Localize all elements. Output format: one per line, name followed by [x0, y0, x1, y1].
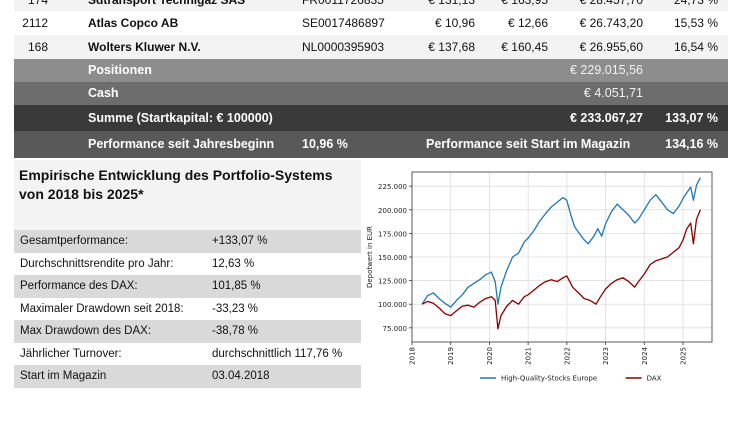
x-tick-label: 2021 — [525, 347, 533, 365]
total-percent: 133,07 % — [665, 111, 718, 125]
x-tick-label: 2020 — [486, 347, 494, 365]
y-axis-label: Depotwert in EUR — [366, 226, 374, 288]
stats-list: Gesamtperformance: +133,07 % Durchschnit… — [14, 230, 361, 388]
table-row: 174 Sdtransport Technigaz SAS FR00117268… — [14, 0, 728, 11]
total-label: Summe (Startkapital: € 100000) — [88, 111, 273, 125]
stat-row: Jährlicher Turnover: durchschnittlich 11… — [14, 342, 361, 365]
positions-label: Positionen — [88, 63, 152, 77]
perf-year-value: 10,96 % — [302, 137, 348, 151]
y-tick-label: 225.000 — [378, 183, 407, 191]
isin-cell: SE0017486897 — [302, 16, 385, 30]
table-row: 168 Wolters Kluwer N.V. NL0000395903 € 1… — [14, 35, 728, 59]
stat-label: Durchschnittsrendite pro Jahr: — [20, 257, 174, 270]
performance-cell: 24,73 % — [673, 0, 718, 7]
y-tick-label: 200.000 — [378, 207, 407, 215]
position-value-cell: € 28.457,70 — [579, 0, 643, 7]
performance-chart: 75.000 100.000 125.000 150.000 175.000 200.00… — [362, 162, 728, 390]
position-value-cell: € 26.743,20 — [579, 16, 643, 30]
stats-title: Empirische Entwicklung des Portfolio-Sys… — [14, 160, 361, 230]
stat-value: +133,07 % — [212, 235, 268, 247]
quantity-cell: 174 — [27, 0, 48, 7]
buy-price-cell: € 10,96 — [434, 16, 475, 30]
x-tick-label: 2025 — [679, 347, 687, 365]
stat-value: -33,23 % — [212, 302, 259, 315]
cash-row: Cash € 4.051,71 — [14, 82, 728, 105]
total-row: Summe (Startkapital: € 100000) € 233.067… — [14, 105, 728, 131]
y-tick-label: 100.000 — [378, 301, 407, 309]
position-value-cell: € 26.955,60 — [579, 40, 643, 54]
perf-start-value: 134,16 % — [665, 137, 718, 151]
stat-label: Max Drawdown des DAX: — [20, 325, 152, 337]
stat-row: Start im Magazin 03.04.2018 — [14, 365, 361, 388]
holdings-table: 174 Sdtransport Technigaz SAS FR00117268… — [14, 0, 728, 158]
stats-title-line2: von 2018 bis 2025* — [19, 186, 144, 202]
stat-row: Durchschnittsrendite pro Jahr: 12,63 % — [14, 252, 361, 275]
x-tick-label: 2024 — [641, 346, 649, 364]
y-tick-label: 175.000 — [378, 230, 407, 238]
current-price-cell: € 12,66 — [507, 16, 548, 30]
stat-row: Maximaler Drawdown seit 2018: -33,23 % — [14, 297, 361, 320]
buy-price-cell: € 137,68 — [428, 40, 475, 54]
isin-cell: NL0000395903 — [302, 40, 385, 54]
company-name-cell: Wolters Kluwer N.V. — [88, 40, 201, 54]
x-tick-label: 2023 — [602, 347, 610, 365]
perf-year-label: Performance seit Jahresbeginn — [88, 137, 275, 151]
current-price-cell: € 163,95 — [501, 0, 548, 7]
stat-value: 12,63 % — [212, 257, 255, 270]
company-name-cell: Sdtransport Technigaz SAS — [88, 0, 246, 7]
y-tick-label: 150.000 — [378, 254, 407, 262]
performance-cell: 16,54 % — [673, 40, 718, 54]
stat-value: 03.04.2018 — [212, 370, 270, 382]
stat-label: Gesamtperformance: — [20, 235, 129, 247]
table-row: 2112 Atlas Copco AB SE0017486897 € 10,96… — [14, 11, 728, 35]
x-tick-label: 2022 — [563, 347, 571, 365]
stat-value: durchschnittlich 117,76 % — [212, 347, 343, 360]
series-line — [421, 209, 702, 330]
positions-row: Positionen € 229.015,56 — [14, 59, 728, 82]
stat-label: Maximaler Drawdown seit 2018: — [20, 302, 184, 315]
perf-start-label: Performance seit Start im Magazin — [426, 137, 631, 151]
cash-value: € 4.051,71 — [583, 86, 643, 100]
stat-row: Max Drawdown des DAX: -38,78 % — [14, 320, 361, 343]
y-tick-label: 75.000 — [383, 325, 408, 333]
stats-title-line1: Empirische Entwicklung des Portfolio-Sys… — [19, 167, 333, 183]
isin-cell: FR0011726835 — [302, 0, 384, 7]
y-tick-label: 125.000 — [378, 278, 407, 286]
x-tick-label: 2019 — [447, 347, 455, 365]
stat-label: Performance des DAX: — [20, 280, 138, 292]
cash-label: Cash — [88, 86, 119, 100]
chart-svg: 75.000 100.000 125.000 150.000 175.000 200.00… — [366, 171, 713, 383]
stat-label: Jährlicher Turnover: — [20, 347, 122, 360]
stat-value: -38,78 % — [212, 325, 259, 337]
company-name-cell: Atlas Copco AB — [88, 16, 179, 30]
performance-cell: 15,53 % — [673, 16, 718, 30]
stat-value: 101,85 % — [212, 280, 261, 292]
performance-row: Performance seit Jahresbeginn 10,96 % Pe… — [14, 131, 728, 158]
legend-entry: DAX — [647, 375, 662, 383]
x-tick-label: 2018 — [409, 347, 417, 365]
quantity-cell: 168 — [27, 40, 48, 54]
buy-price-cell: € 131,13 — [428, 0, 475, 7]
stats-panel: Empirische Entwicklung des Portfolio-Sys… — [14, 160, 361, 388]
stat-row: Gesamtperformance: +133,07 % — [14, 230, 361, 253]
stat-label: Start im Magazin — [20, 370, 107, 382]
quantity-cell: 2112 — [22, 16, 48, 30]
stat-row: Performance des DAX: 101,85 % — [14, 275, 361, 298]
total-value: € 233.067,27 — [570, 111, 643, 125]
series-line — [421, 177, 701, 308]
legend-entry: High-Quality-Stocks Europe — [501, 375, 597, 383]
positions-value: € 229.015,56 — [570, 63, 643, 77]
current-price-cell: € 160,45 — [501, 40, 548, 54]
